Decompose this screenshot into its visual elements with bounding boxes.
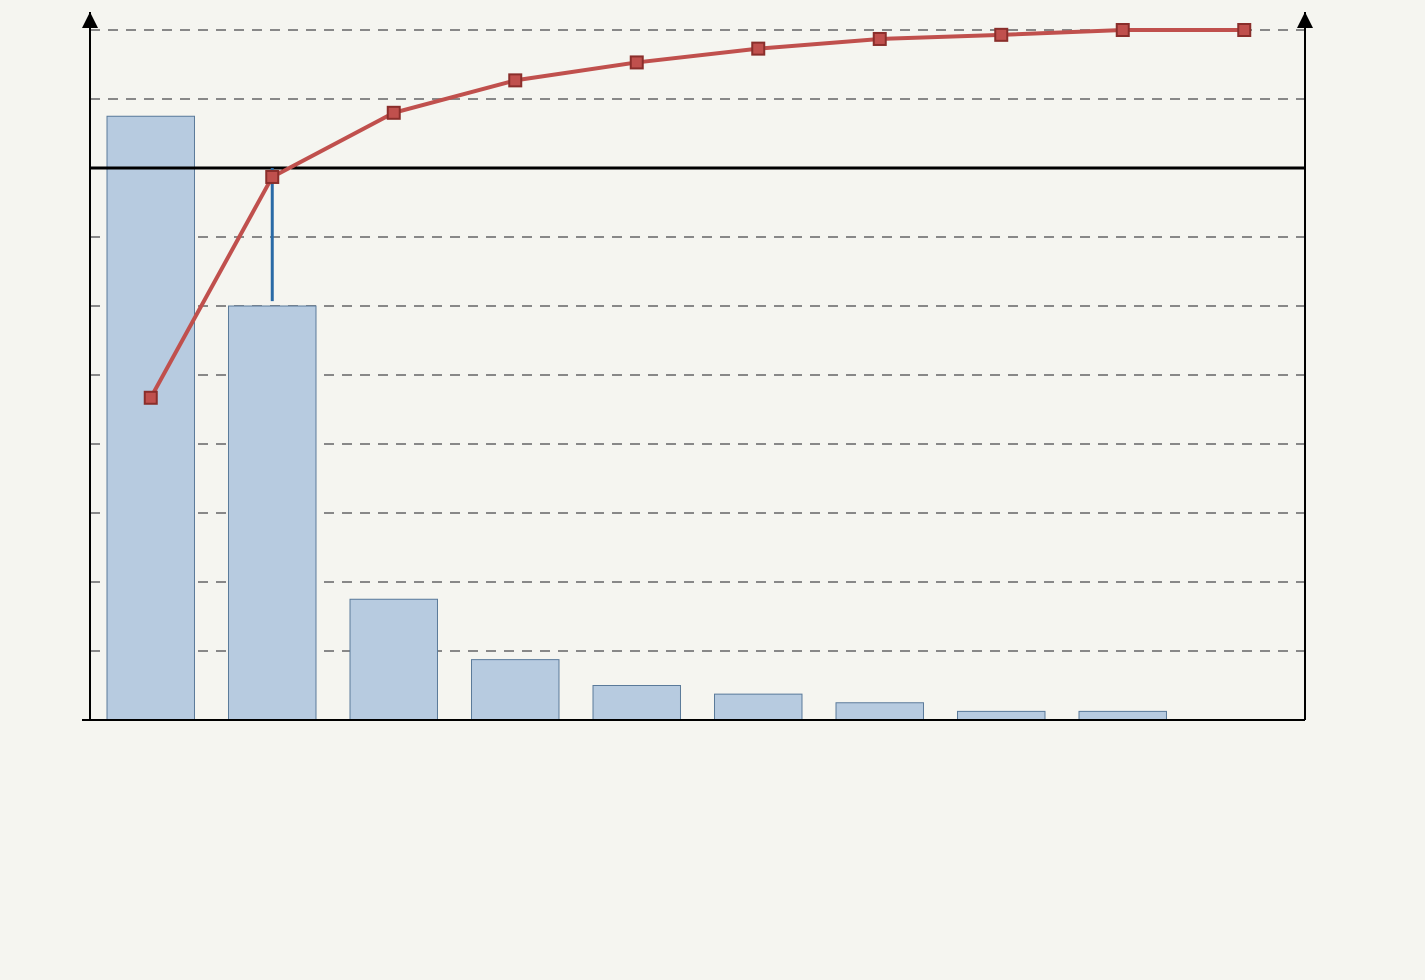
bar [1079,711,1166,720]
cumulative-marker [266,171,278,183]
bar [472,660,559,720]
cumulative-marker [1238,24,1250,36]
cumulative-marker [752,43,764,55]
cumulative-marker [145,392,157,404]
cumulative-marker [995,29,1007,41]
bar [107,116,194,720]
bar [350,599,437,720]
cumulative-marker [874,33,886,45]
pareto-chart [0,0,1425,980]
cumulative-marker [631,56,643,68]
bar [958,711,1045,720]
bar [836,703,923,720]
bar [593,686,680,721]
cumulative-marker [388,107,400,119]
cumulative-marker [509,74,521,86]
bar [229,306,316,720]
cumulative-marker [1117,24,1129,36]
bar [715,694,802,720]
